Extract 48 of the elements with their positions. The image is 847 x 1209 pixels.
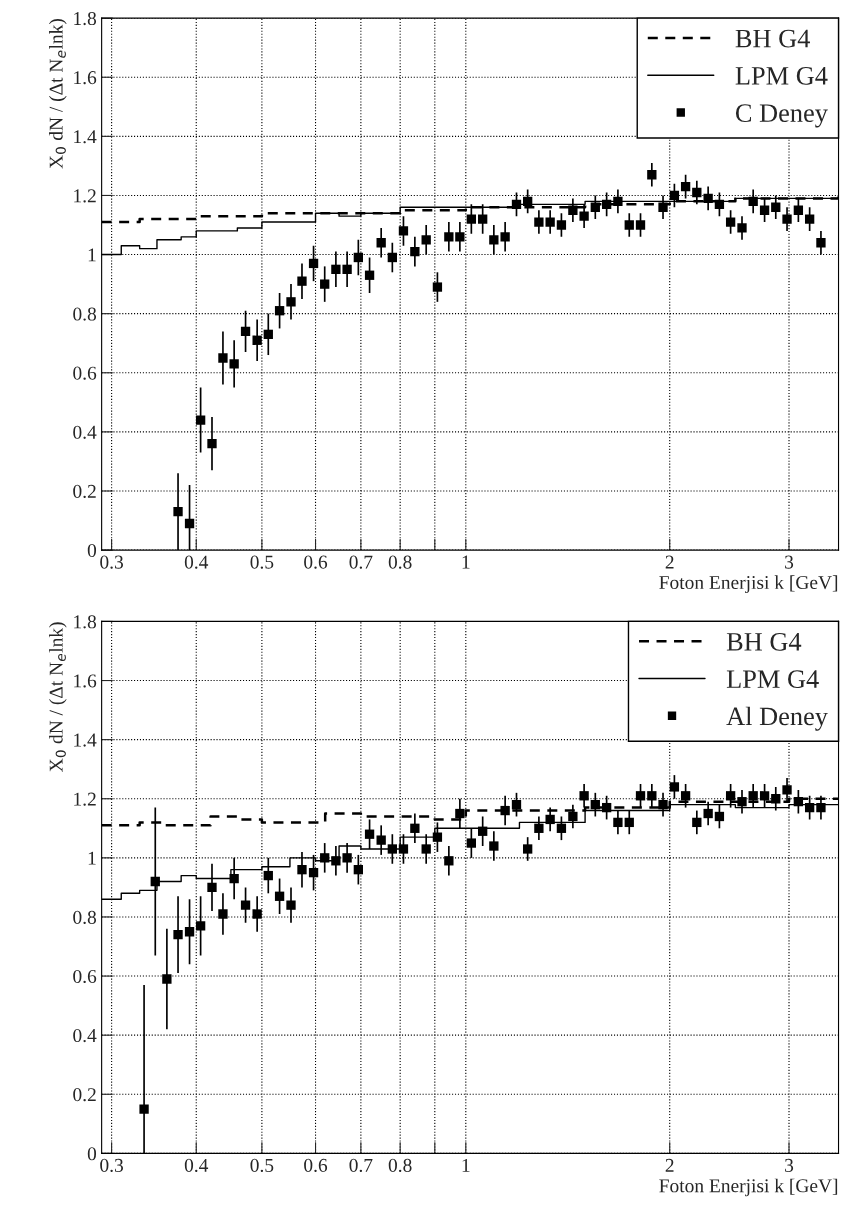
legend-label: LPM G4 bbox=[726, 670, 819, 688]
x-tick-label: 1 bbox=[462, 555, 470, 569]
x-tick-label: 0.6 bbox=[304, 1158, 328, 1173]
y-axis-title: X$_{0}$ dN / (Δt N$_{e}$lnk) bbox=[49, 622, 67, 772]
x-axis-title: Foton Enerjisi k [GeV] bbox=[659, 1178, 838, 1197]
x-tick-label: 0.5 bbox=[250, 1158, 274, 1173]
y-axis-title: X$_{0}$ dN / (Δt N$_{e}$lnk) bbox=[49, 19, 67, 169]
y-tick-label: 1.2 bbox=[74, 189, 96, 203]
legend-label: BH G4 bbox=[726, 632, 802, 651]
y-tick-label: 1 bbox=[88, 248, 96, 262]
y-tick-label: 0.6 bbox=[73, 366, 97, 380]
y-tick-label: 1 bbox=[88, 851, 96, 865]
y-tick-label: 1.4 bbox=[74, 130, 97, 144]
legend-label: LPM G4 bbox=[735, 66, 828, 85]
y-tick-label: 0.4 bbox=[73, 1028, 97, 1043]
y-tick-label: 0 bbox=[87, 1147, 97, 1161]
x-tick-label: 1 bbox=[462, 1158, 470, 1172]
x-tick-label: 3 bbox=[785, 1158, 794, 1172]
y-tick-label: 0 bbox=[87, 543, 97, 558]
y-tick-label: 1.6 bbox=[74, 71, 97, 85]
x-tick-label: 0.8 bbox=[388, 555, 412, 569]
y-tick-label: 0.2 bbox=[73, 1088, 96, 1102]
x-tick-label: 0.4 bbox=[184, 1158, 209, 1173]
x-tick-label: 2 bbox=[665, 1158, 674, 1172]
y-tick-label: 0.8 bbox=[73, 910, 97, 924]
x-tick-label: 0.5 bbox=[250, 555, 274, 569]
x-tick-label: 0.6 bbox=[304, 555, 328, 569]
y-tick-label: 0.2 bbox=[73, 484, 96, 499]
y-tick-label: 0.4 bbox=[73, 425, 97, 439]
x-tick-label: 0.3 bbox=[100, 555, 124, 569]
x-axis-title: Foton Enerjisi k [GeV] bbox=[659, 575, 838, 593]
y-tick-label: 0.8 bbox=[73, 307, 97, 321]
y-tick-label: 1.8 bbox=[74, 11, 97, 26]
y-tick-label: 1.4 bbox=[74, 733, 97, 747]
y-tick-label: 1.6 bbox=[74, 674, 97, 688]
x-tick-label: 0.7 bbox=[349, 1158, 373, 1173]
y-tick-label: 1.2 bbox=[74, 792, 96, 806]
x-tick-label: 3 bbox=[785, 555, 794, 569]
legend-label: BH G4 bbox=[735, 29, 810, 48]
legend-label: Al Deney bbox=[726, 706, 828, 731]
x-tick-label: 2 bbox=[665, 555, 674, 569]
y-tick-label: 0.6 bbox=[73, 969, 97, 984]
x-tick-label: 0.7 bbox=[349, 555, 373, 569]
x-tick-label: 0.8 bbox=[388, 1158, 412, 1173]
y-tick-label: 1.8 bbox=[74, 615, 97, 629]
x-tick-label: 0.3 bbox=[100, 1158, 124, 1173]
x-tick-label: 0.4 bbox=[184, 555, 209, 569]
legend-label: C Deney bbox=[735, 104, 828, 128]
